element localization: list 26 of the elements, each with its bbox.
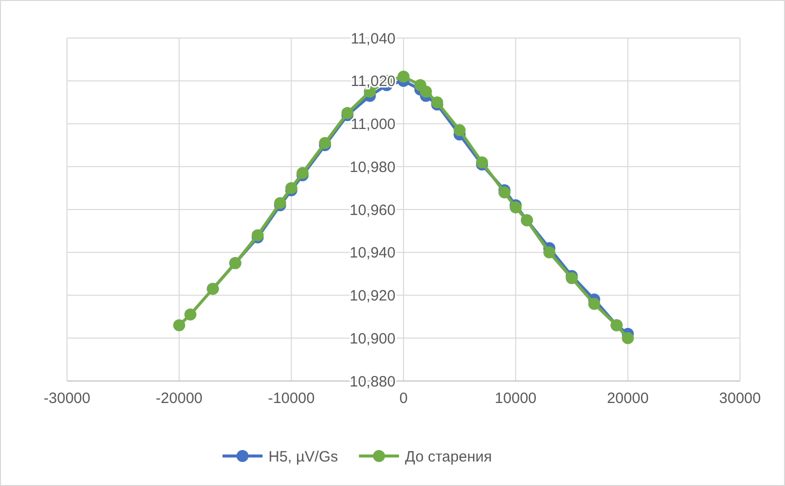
- y-tick-label: 10,960: [350, 202, 396, 219]
- point: [543, 246, 556, 258]
- point: [184, 308, 196, 321]
- x-tick-label: 10000: [494, 390, 537, 407]
- x-tick-label: -30000: [44, 390, 90, 407]
- x-tick-label: -10000: [268, 390, 315, 407]
- y-tick-label: 10,900: [350, 330, 396, 348]
- point: [420, 86, 432, 98]
- y-tick-label: 11,040: [350, 30, 396, 48]
- y-tick-label: 10,880: [350, 373, 396, 390]
- y-tick-label: 10,980: [350, 158, 396, 176]
- x-tick-label: 30000: [719, 390, 761, 407]
- point: [398, 70, 410, 83]
- x-tick-label: -20000: [156, 390, 203, 407]
- y-tick-label: 11,000: [350, 116, 396, 133]
- x-tick-label: 0: [399, 390, 408, 407]
- point: [173, 319, 186, 332]
- y-tick-label: 10,920: [350, 288, 396, 304]
- point: [566, 272, 578, 284]
- point: [454, 124, 466, 136]
- point: [588, 298, 600, 310]
- legend-label: До старения: [405, 448, 492, 466]
- x-tick-label: 20000: [606, 390, 649, 407]
- point: [622, 332, 634, 344]
- y-tick-label: 10,940: [350, 244, 396, 262]
- legend-label: H5, µV/Gs: [268, 448, 338, 466]
